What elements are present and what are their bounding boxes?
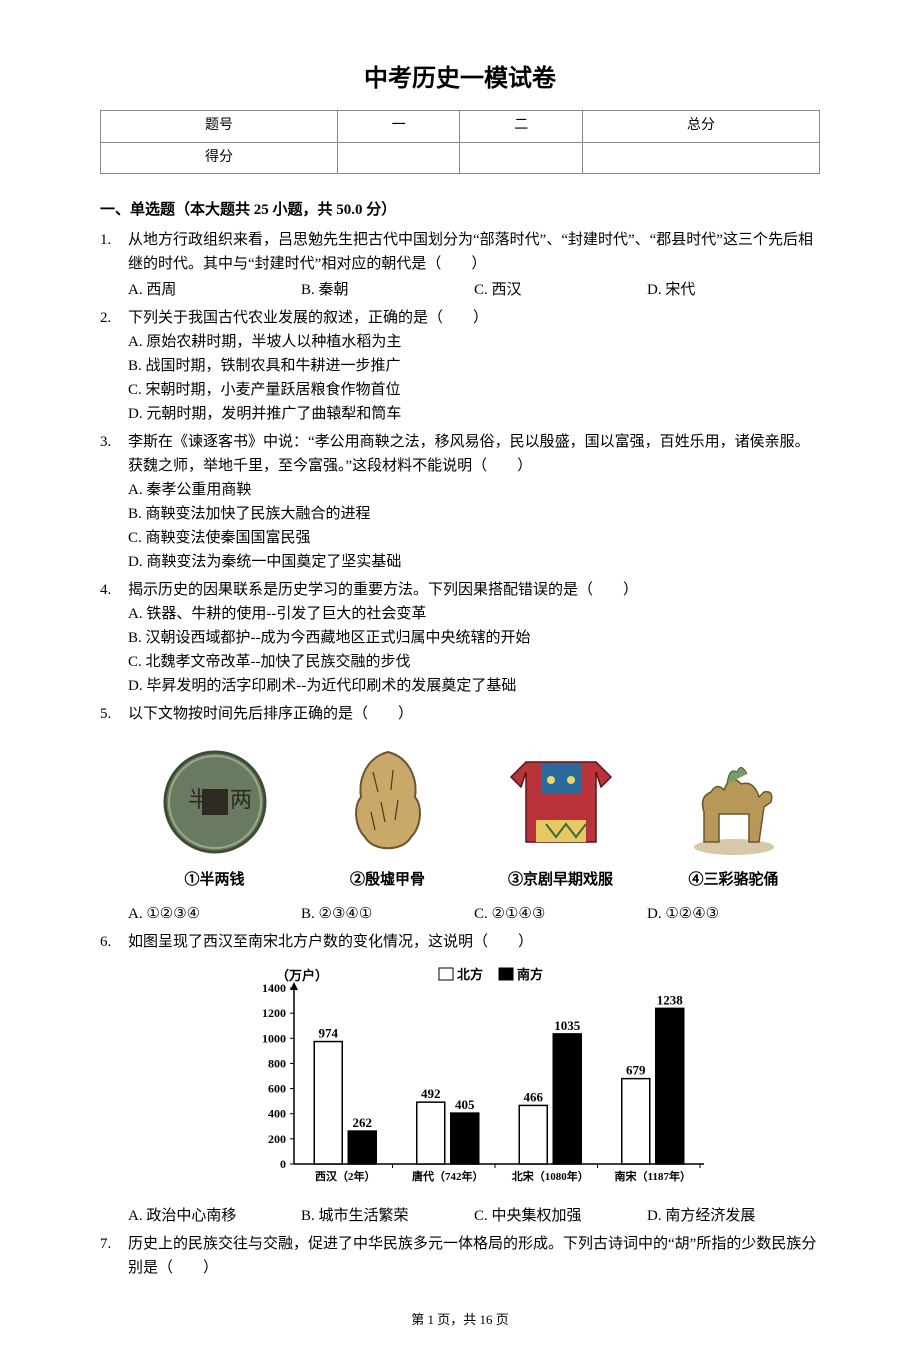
page-title: 中考历史一模试卷: [100, 60, 820, 98]
svg-text:400: 400: [268, 1107, 286, 1121]
opera-costume-icon: [496, 742, 626, 862]
q6-opt-b: B. 城市生活繁荣: [301, 1204, 474, 1228]
q4-text: 揭示历史的因果联系是历史学习的重要方法。下列因果搭配错误的是（ ）: [128, 578, 820, 602]
q1-opt-c: C. 西汉: [474, 278, 647, 302]
q6-text: 如图呈现了西汉至南宋北方户数的变化情况，这说明（ ）: [128, 930, 820, 954]
q6-num: 6.: [100, 930, 128, 954]
svg-text:200: 200: [268, 1132, 286, 1146]
svg-text:南宋（1187年）: 南宋（1187年）: [615, 1169, 691, 1183]
svg-text:974: 974: [319, 1026, 339, 1041]
artifact-1-label: ①半两钱: [184, 868, 244, 892]
svg-text:南方: 南方: [517, 967, 543, 982]
q7-text: 历史上的民族交往与交融，促进了中华民族多元一体格局的形成。下列古诗词中的“胡”所…: [128, 1232, 820, 1280]
q1-text: 从地方行政组织来看，吕思勉先生把古代中国划分为“部落时代”、“封建时代”、“郡县…: [128, 228, 820, 276]
q6-opt-c: C. 中央集权加强: [474, 1204, 647, 1228]
artifact-2-label: ②殷墟甲骨: [350, 868, 425, 892]
svg-text:1035: 1035: [554, 1018, 581, 1033]
cell-col-2: 二: [460, 111, 583, 142]
svg-text:北宋（1080年）: 北宋（1080年）: [512, 1169, 589, 1183]
svg-text:262: 262: [353, 1115, 373, 1130]
q3-opt-b: B. 商鞅变法加快了民族大融合的进程: [128, 502, 820, 526]
svg-text:1000: 1000: [262, 1031, 286, 1045]
q3-text: 李斯在《谏逐客书》中说：“孝公用商鞅之法，移风易俗，民以殷盛，国以富强，百姓乐用…: [128, 430, 820, 478]
artifacts-row: 半 两 ①半两钱 ②殷墟甲骨: [128, 742, 820, 892]
svg-text:西汉（2年）: 西汉（2年）: [315, 1169, 376, 1183]
cell-score-1: [337, 142, 460, 173]
q2-opt-d: D. 元朝时期，发明并推广了曲辕犁和筒车: [128, 402, 820, 426]
cell-col-1: 一: [337, 111, 460, 142]
q2-opt-a: A. 原始农耕时期，半坡人以种植水稻为主: [128, 330, 820, 354]
q6-opt-a: A. 政治中心南移: [128, 1204, 301, 1228]
artifact-3-label: ③京剧早期戏服: [508, 868, 613, 892]
artifact-2: ②殷墟甲骨: [313, 742, 463, 892]
q4-opt-b: B. 汉朝设西域都护--成为今西藏地区正式归属中央统辖的开始: [128, 626, 820, 650]
cell-score-total: [583, 142, 820, 173]
svg-text:600: 600: [268, 1082, 286, 1096]
q7-num: 7.: [100, 1232, 128, 1256]
q2-opt-b: B. 战国时期，铁制农具和牛耕进一步推广: [128, 354, 820, 378]
camel-figurine-icon: [669, 742, 799, 862]
q1-num: 1.: [100, 228, 128, 252]
q4-opt-a: A. 铁器、牛耕的使用--引发了巨大的社会变革: [128, 602, 820, 626]
svg-text:1238: 1238: [657, 993, 684, 1008]
artifact-4-label: ④三彩骆驼俑: [688, 868, 778, 892]
svg-text:1400: 1400: [262, 981, 286, 995]
q5-opt-d: D. ①②④③: [647, 902, 820, 926]
q5-opt-b: B. ②③④①: [301, 902, 474, 926]
oracle-bone-icon: [323, 742, 453, 862]
page-footer: 第 1 页，共 16 页: [100, 1310, 820, 1331]
q4-num: 4.: [100, 578, 128, 602]
cell-label-tihao: 题号: [101, 111, 338, 142]
question-6: 6. 如图呈现了西汉至南宋北方户数的变化情况，这说明（ ） （万户）北方南方02…: [100, 930, 820, 1228]
svg-text:1200: 1200: [262, 1006, 286, 1020]
household-bar-chart: （万户）北方南方0200400600800100012001400974262西…: [234, 964, 714, 1194]
q2-text: 下列关于我国古代农业发展的叙述，正确的是（ ）: [128, 306, 820, 330]
score-table: 题号 一 二 总分 得分: [100, 110, 820, 174]
q3-opt-d: D. 商鞅变法为秦统一中国奠定了坚实基础: [128, 550, 820, 574]
q2-opt-c: C. 宋朝时期，小麦产量跃居粮食作物首位: [128, 378, 820, 402]
artifact-1: 半 两 ①半两钱: [140, 742, 290, 892]
q5-text: 以下文物按时间先后排序正确的是（ ）: [128, 702, 820, 726]
svg-text:679: 679: [626, 1063, 646, 1078]
svg-text:492: 492: [421, 1086, 441, 1101]
q6-opt-d: D. 南方经济发展: [647, 1204, 820, 1228]
artifact-4: ④三彩骆驼俑: [659, 742, 809, 892]
q4-opt-d: D. 毕昇发明的活字印刷术--为近代印刷术的发展奠定了基础: [128, 674, 820, 698]
svg-text:466: 466: [524, 1090, 544, 1105]
question-5: 5. 以下文物按时间先后排序正确的是（ ） 半 两 ①半两钱: [100, 702, 820, 926]
svg-text:两: 两: [230, 787, 252, 812]
question-7: 7. 历史上的民族交往与交融，促进了中华民族多元一体格局的形成。下列古诗词中的“…: [100, 1232, 820, 1280]
question-4: 4. 揭示历史的因果联系是历史学习的重要方法。下列因果搭配错误的是（ ） A. …: [100, 578, 820, 698]
cell-score-2: [460, 142, 583, 173]
q3-opt-a: A. 秦孝公重用商鞅: [128, 478, 820, 502]
q4-opt-c: C. 北魏孝文帝改革--加快了民族交融的步伐: [128, 650, 820, 674]
svg-text:北方: 北方: [457, 967, 483, 982]
q5-opt-c: C. ②①④③: [474, 902, 647, 926]
q1-opt-d: D. 宋代: [647, 278, 820, 302]
q1-opt-a: A. 西周: [128, 278, 301, 302]
artifact-3: ③京剧早期戏服: [486, 742, 636, 892]
coin-icon: 半 两: [150, 742, 280, 862]
question-3: 3. 李斯在《谏逐客书》中说：“孝公用商鞅之法，移风易俗，民以殷盛，国以富强，百…: [100, 430, 820, 574]
section-1-header: 一、单选题（本大题共 25 小题，共 50.0 分）: [100, 198, 820, 222]
svg-text:800: 800: [268, 1057, 286, 1071]
q5-num: 5.: [100, 702, 128, 726]
svg-text:0: 0: [280, 1157, 286, 1171]
question-2: 2. 下列关于我国古代农业发展的叙述，正确的是（ ） A. 原始农耕时期，半坡人…: [100, 306, 820, 426]
cell-label-defen: 得分: [101, 142, 338, 173]
cell-col-total: 总分: [583, 111, 820, 142]
q3-num: 3.: [100, 430, 128, 454]
svg-text:唐代（742年）: 唐代（742年）: [412, 1169, 484, 1183]
svg-text:半: 半: [188, 787, 210, 812]
question-1: 1. 从地方行政组织来看，吕思勉先生把古代中国划分为“部落时代”、“封建时代”、…: [100, 228, 820, 302]
q3-opt-c: C. 商鞅变法使秦国国富民强: [128, 526, 820, 550]
q2-num: 2.: [100, 306, 128, 330]
q1-opt-b: B. 秦朝: [301, 278, 474, 302]
svg-text:405: 405: [455, 1097, 475, 1112]
q5-opt-a: A. ①②③④: [128, 902, 301, 926]
